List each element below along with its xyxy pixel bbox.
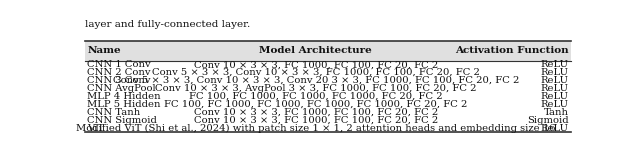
Text: FC 100, FC 1000, FC 1000, FC 1000, FC 1000, FC 20, FC 2: FC 100, FC 1000, FC 1000, FC 1000, FC 10…: [164, 100, 468, 109]
Text: ReLU: ReLU: [541, 124, 568, 133]
Text: Conv 10 × 3 × 3, FC 1000, FC 100, FC 20, FC 2: Conv 10 × 3 × 3, FC 1000, FC 100, FC 20,…: [194, 60, 438, 69]
Text: ReLU: ReLU: [541, 100, 568, 109]
Text: Conv 5 × 3 × 3, Conv 10 × 3 × 3, FC 1000, FC 100, FC 20, FC 2: Conv 5 × 3 × 3, Conv 10 × 3 × 3, FC 1000…: [152, 68, 480, 77]
Text: Conv 5 × 3 × 3, Conv 10 × 3 × 3, Conv 20 3 × 3, FC 1000, FC 100, FC 20, FC 2: Conv 5 × 3 × 3, Conv 10 × 3 × 3, Conv 20…: [113, 76, 519, 85]
Text: ReLU: ReLU: [541, 84, 568, 93]
Text: MLP 4 Hidden: MLP 4 Hidden: [88, 92, 161, 101]
Text: CNN AvgPool: CNN AvgPool: [88, 84, 156, 93]
Text: FC 100, FC 1000, FC 1000, FC 1000, FC 20, FC 2: FC 100, FC 1000, FC 1000, FC 1000, FC 20…: [189, 92, 443, 101]
Text: Name: Name: [88, 46, 121, 55]
Text: MLP 5 Hidden: MLP 5 Hidden: [88, 100, 161, 109]
Text: Activation Function: Activation Function: [455, 46, 568, 55]
Text: ReLU: ReLU: [541, 92, 568, 101]
Text: CNN 1 Conv: CNN 1 Conv: [88, 60, 151, 69]
Text: ReLU: ReLU: [541, 60, 568, 69]
Text: ReLU: ReLU: [541, 76, 568, 85]
Text: CNN 2 Conv: CNN 2 Conv: [88, 68, 151, 77]
Text: Modified ViT (Shi et al., 2024) with patch size 1 × 1, 2 attention heads and emb: Modified ViT (Shi et al., 2024) with pat…: [76, 124, 556, 133]
Text: Conv 10 × 3 × 3, FC 1000, FC 100, FC 20, FC 2: Conv 10 × 3 × 3, FC 1000, FC 100, FC 20,…: [194, 116, 438, 125]
Text: CNN 3 Conv: CNN 3 Conv: [88, 76, 151, 85]
Text: Conv 10 × 3 × 3, AvgPool 3 × 3, FC 1000, FC 100, FC 20, FC 2: Conv 10 × 3 × 3, AvgPool 3 × 3, FC 1000,…: [155, 84, 477, 93]
Text: Sigmoid: Sigmoid: [527, 116, 568, 125]
Text: ReLU: ReLU: [541, 68, 568, 77]
Text: CNN Tanh: CNN Tanh: [88, 108, 141, 117]
Text: layer and fully-connected layer.: layer and fully-connected layer.: [85, 20, 250, 29]
Text: Tanh: Tanh: [543, 108, 568, 117]
Text: CNN Sigmoid: CNN Sigmoid: [88, 116, 157, 125]
Text: Conv 10 × 3 × 3, FC 1000, FC 100, FC 20, FC 2: Conv 10 × 3 × 3, FC 1000, FC 100, FC 20,…: [194, 108, 438, 117]
Text: ViT: ViT: [88, 124, 104, 133]
Text: Model Architecture: Model Architecture: [259, 46, 372, 55]
